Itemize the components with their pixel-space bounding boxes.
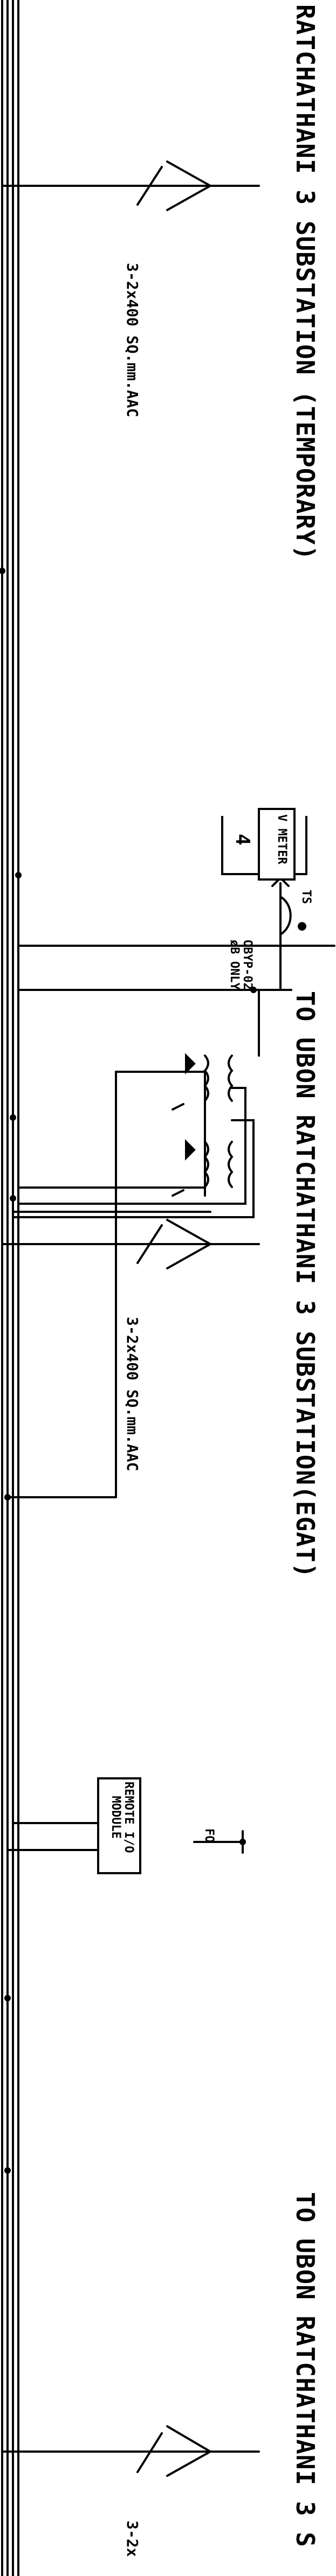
substation-temporary-label: RATCHATHANI 3 SUBSTATION (TEMPORARY) bbox=[291, 4, 320, 561]
vt-coil-2 bbox=[228, 1055, 234, 1102]
vt-secondary-loop-2 bbox=[17, 1087, 246, 1205]
junction-dot bbox=[4, 1995, 11, 2001]
junction-dot bbox=[10, 1114, 16, 1121]
ts-label: TS bbox=[299, 890, 313, 904]
vt-arrow-1 bbox=[172, 1103, 184, 1111]
v-meter-label: V METER bbox=[275, 814, 289, 864]
cable-termination-3 bbox=[166, 2425, 213, 2477]
junction-dot bbox=[15, 872, 22, 878]
cable-tick-3 bbox=[136, 2432, 163, 2473]
junction-dot bbox=[4, 2167, 11, 2174]
vt-coil-1 bbox=[203, 1055, 209, 1102]
substation-egat-label: TO UBON RATCHATHANI 3 SUBSTATION(EGAT) bbox=[291, 991, 320, 1579]
remote-io-line-1-text: REMOTE I/O bbox=[122, 1782, 135, 1853]
remote-io-box[interactable] bbox=[97, 1777, 141, 1874]
obyp-line-2: øB ONLY bbox=[228, 940, 241, 990]
junction-dot bbox=[250, 987, 257, 993]
cable-termination-1 bbox=[166, 160, 213, 211]
ts-switch bbox=[279, 896, 292, 936]
vt-secondary-loop bbox=[12, 1119, 255, 1218]
v-meter-box bbox=[258, 808, 296, 881]
junction-dot bbox=[4, 1494, 11, 1500]
vt-coil-4 bbox=[228, 1141, 234, 1188]
obyp-line-1: OBYP-02 bbox=[241, 940, 254, 990]
junction-dot bbox=[239, 1839, 246, 1845]
vt-arrow-2 bbox=[172, 1189, 184, 1197]
cable-tick-1 bbox=[136, 166, 163, 206]
remote-io-label: REMOTE I/O MODULE bbox=[109, 1782, 135, 1853]
fo-label: FO bbox=[202, 1828, 216, 1843]
vt-coil-3 bbox=[203, 1141, 209, 1188]
junction-dot bbox=[10, 1195, 16, 1202]
substation-partial-label: TO UBON RATCHATHANI 3 S bbox=[291, 2192, 320, 2547]
obyp-enclosure bbox=[115, 1071, 206, 1197]
ts-node bbox=[298, 922, 306, 931]
cable-label-1: 3-2x400 SQ.mm.AAC bbox=[124, 263, 141, 417]
junction-dot bbox=[0, 568, 5, 574]
cable-label-2: 3-2x400 SQ.mm.AAC bbox=[124, 1317, 141, 1471]
vt-fuse-2 bbox=[185, 1139, 196, 1161]
cable-label-3: 3-2x bbox=[124, 2521, 141, 2557]
obyp-label: OBYP-02 øB ONLY bbox=[228, 940, 254, 990]
vt-fuse-1 bbox=[185, 1053, 196, 1074]
top-box-label: 4 bbox=[231, 834, 253, 846]
remote-io-line-2-text: MODULE bbox=[109, 1796, 122, 1839]
cable-tick-2 bbox=[136, 1224, 163, 1264]
cable-termination-2 bbox=[166, 1219, 213, 1269]
